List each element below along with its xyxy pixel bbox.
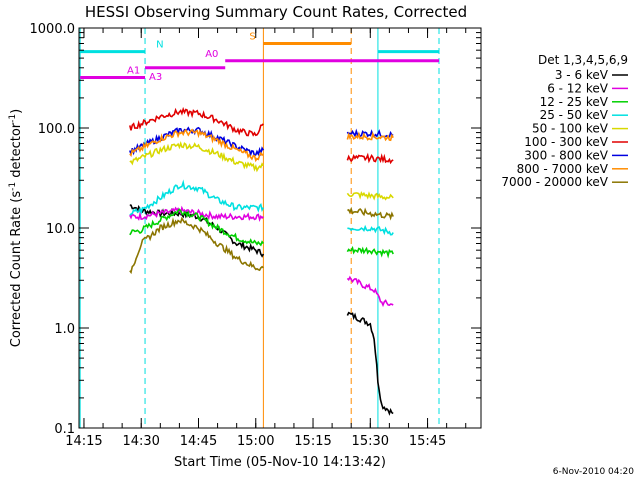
legend-header: Det 1,3,4,5,6,9	[538, 53, 628, 67]
series-line-5-0	[129, 106, 264, 137]
legend-label-7: 800 - 7000 keV	[517, 162, 609, 176]
series-line-4-0	[129, 141, 265, 173]
series-line-8-0	[129, 216, 264, 275]
x-tick-label-3: 15:00	[237, 434, 274, 449]
series-line-2-1	[346, 245, 394, 259]
y-tick-label-1: 1.0	[54, 322, 75, 337]
x-tick-label-2: 14:45	[180, 434, 217, 449]
flag-label-S: S	[249, 31, 255, 42]
y-tick-label-3: 100.0	[38, 122, 75, 137]
series-line-5-1	[346, 152, 394, 165]
y-tick-label-4: 1000.0	[30, 22, 76, 37]
series-line-7-0	[129, 128, 264, 163]
legend-label-4: 50 - 100 keV	[532, 122, 609, 136]
legend-label-0: 3 - 6 keV	[555, 68, 609, 82]
flag-label-A0: A0	[205, 49, 218, 60]
x-tick-label-0: 14:15	[65, 434, 102, 449]
x-tick-label-5: 15:30	[352, 434, 389, 449]
legend-label-3: 25 - 50 keV	[540, 108, 609, 122]
series-line-4-1	[346, 190, 394, 201]
legend-label-8: 7000 - 20000 keV	[501, 175, 608, 189]
series-line-7-1	[346, 131, 394, 142]
legend-label-6: 300 - 800 keV	[524, 148, 608, 162]
flag-label-N: N	[156, 40, 163, 51]
flag-label-A1: A1	[127, 65, 140, 76]
y-tick-label-0: 0.1	[54, 422, 75, 437]
y-tick-label-2: 10.0	[46, 222, 75, 237]
flag-label-A3: A3	[149, 72, 162, 83]
series-line-6-1	[346, 128, 394, 139]
y-axis-label-end: )	[9, 109, 24, 114]
legend-label-2: 12 - 25 keV	[540, 95, 609, 109]
footer-timestamp: 6-Nov-2010 04:20	[553, 467, 635, 477]
x-tick-label-6: 15:45	[409, 434, 446, 449]
series-line-2-0	[129, 208, 265, 247]
y-axis-label: Corrected Count Rate (s-1 detector-1)	[8, 109, 24, 347]
y-axis-label-mid: detector	[9, 122, 24, 182]
chart-title: HESSI Observing Summary Count Rates, Cor…	[85, 3, 467, 21]
y-axis-label-start: Corrected Count Rate (s	[9, 191, 24, 348]
x-tick-label-1: 14:30	[122, 434, 159, 449]
series-line-8-1	[347, 206, 394, 221]
x-tick-label-4: 15:15	[294, 434, 331, 449]
series-line-0-1	[346, 311, 394, 416]
legend-label-1: 6 - 12 keV	[547, 81, 609, 95]
series-line-3-1	[347, 224, 394, 236]
y-axis-label-exp-1: -1	[8, 182, 18, 191]
x-axis-label: Start Time (05-Nov-10 14:13:42)	[174, 455, 386, 470]
legend-label-5: 100 - 300 keV	[524, 135, 608, 149]
series-line-3-0	[129, 179, 265, 216]
plot-frame	[78, 27, 482, 429]
series-line-6-0	[129, 126, 265, 158]
series-line-1-1	[346, 275, 394, 308]
y-axis-label-exp-2: -1	[8, 114, 18, 123]
